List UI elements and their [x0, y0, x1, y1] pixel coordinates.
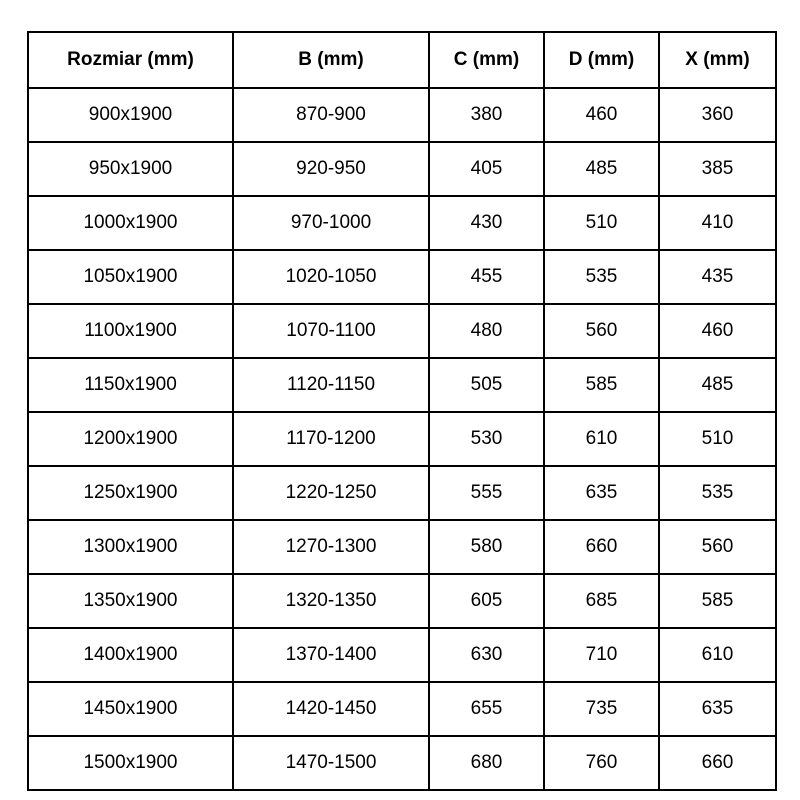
- cell-rozmiar: 1200x1900: [27, 411, 234, 467]
- cell-c: 505: [428, 357, 545, 413]
- table-row: 1400x1900 1370-1400 630 710 610: [27, 627, 777, 683]
- cell-c: 580: [428, 519, 545, 575]
- cell-b: 1170-1200: [232, 411, 430, 467]
- cell-d: 660: [543, 519, 660, 575]
- cell-c: 530: [428, 411, 545, 467]
- cell-d: 685: [543, 573, 660, 629]
- cell-b: 1420-1450: [232, 681, 430, 737]
- cell-b: 1370-1400: [232, 627, 430, 683]
- cell-x: 460: [658, 303, 777, 359]
- cell-b: 1070-1100: [232, 303, 430, 359]
- cell-d: 560: [543, 303, 660, 359]
- cell-d: 735: [543, 681, 660, 737]
- cell-rozmiar: 1500x1900: [27, 735, 234, 791]
- cell-d: 485: [543, 141, 660, 197]
- size-table: Rozmiar (mm) B (mm) C (mm) D (mm) X (mm)…: [27, 31, 777, 791]
- cell-d: 710: [543, 627, 660, 683]
- table-row: 1350x1900 1320-1350 605 685 585: [27, 573, 777, 629]
- cell-x: 585: [658, 573, 777, 629]
- cell-x: 535: [658, 465, 777, 521]
- header-cell-c: C (mm): [428, 31, 545, 89]
- cell-x: 360: [658, 87, 777, 143]
- cell-c: 605: [428, 573, 545, 629]
- header-cell-d: D (mm): [543, 31, 660, 89]
- cell-d: 585: [543, 357, 660, 413]
- cell-rozmiar: 900x1900: [27, 87, 234, 143]
- table-body: 900x1900 870-900 380 460 360 950x1900 920-950 4…: [27, 87, 777, 791]
- cell-c: 430: [428, 195, 545, 251]
- table-row: 1250x1900 1220-1250 555 635 535: [27, 465, 777, 521]
- cell-d: 510: [543, 195, 660, 251]
- cell-c: 630: [428, 627, 545, 683]
- table-row: 1050x1900 1020-1050 455 535 435: [27, 249, 777, 305]
- cell-rozmiar: 950x1900: [27, 141, 234, 197]
- table-row: 900x1900 870-900 380 460 360: [27, 87, 777, 143]
- cell-b: 1020-1050: [232, 249, 430, 305]
- cell-x: 510: [658, 411, 777, 467]
- cell-b: 920-950: [232, 141, 430, 197]
- cell-rozmiar: 1300x1900: [27, 519, 234, 575]
- cell-d: 460: [543, 87, 660, 143]
- cell-d: 760: [543, 735, 660, 791]
- cell-x: 485: [658, 357, 777, 413]
- cell-rozmiar: 1400x1900: [27, 627, 234, 683]
- cell-c: 480: [428, 303, 545, 359]
- cell-rozmiar: 1250x1900: [27, 465, 234, 521]
- table-row: 1450x1900 1420-1450 655 735 635: [27, 681, 777, 737]
- table-row: 1200x1900 1170-1200 530 610 510: [27, 411, 777, 467]
- header-cell-x: X (mm): [658, 31, 777, 89]
- cell-x: 385: [658, 141, 777, 197]
- size-table-container: Rozmiar (mm) B (mm) C (mm) D (mm) X (mm)…: [27, 31, 777, 791]
- header-row: Rozmiar (mm) B (mm) C (mm) D (mm) X (mm): [27, 31, 777, 89]
- cell-d: 535: [543, 249, 660, 305]
- cell-d: 610: [543, 411, 660, 467]
- cell-rozmiar: 1000x1900: [27, 195, 234, 251]
- cell-x: 435: [658, 249, 777, 305]
- table-row: 1300x1900 1270-1300 580 660 560: [27, 519, 777, 575]
- header-cell-rozmiar: Rozmiar (mm): [27, 31, 234, 89]
- cell-rozmiar: 1450x1900: [27, 681, 234, 737]
- table-row: 950x1900 920-950 405 485 385: [27, 141, 777, 197]
- cell-x: 610: [658, 627, 777, 683]
- cell-b: 1320-1350: [232, 573, 430, 629]
- cell-x: 410: [658, 195, 777, 251]
- cell-b: 1120-1150: [232, 357, 430, 413]
- cell-c: 555: [428, 465, 545, 521]
- cell-b: 970-1000: [232, 195, 430, 251]
- cell-x: 560: [658, 519, 777, 575]
- cell-c: 380: [428, 87, 545, 143]
- header-cell-b: B (mm): [232, 31, 430, 89]
- cell-b: 1270-1300: [232, 519, 430, 575]
- cell-x: 635: [658, 681, 777, 737]
- table-row: 1100x1900 1070-1100 480 560 460: [27, 303, 777, 359]
- cell-c: 680: [428, 735, 545, 791]
- cell-d: 635: [543, 465, 660, 521]
- cell-b: 870-900: [232, 87, 430, 143]
- table-row: 1150x1900 1120-1150 505 585 485: [27, 357, 777, 413]
- cell-rozmiar: 1350x1900: [27, 573, 234, 629]
- cell-rozmiar: 1050x1900: [27, 249, 234, 305]
- cell-rozmiar: 1100x1900: [27, 303, 234, 359]
- cell-b: 1220-1250: [232, 465, 430, 521]
- table-row: 1000x1900 970-1000 430 510 410: [27, 195, 777, 251]
- cell-c: 455: [428, 249, 545, 305]
- cell-rozmiar: 1150x1900: [27, 357, 234, 413]
- cell-b: 1470-1500: [232, 735, 430, 791]
- cell-c: 405: [428, 141, 545, 197]
- cell-c: 655: [428, 681, 545, 737]
- table-row: 1500x1900 1470-1500 680 760 660: [27, 735, 777, 791]
- cell-x: 660: [658, 735, 777, 791]
